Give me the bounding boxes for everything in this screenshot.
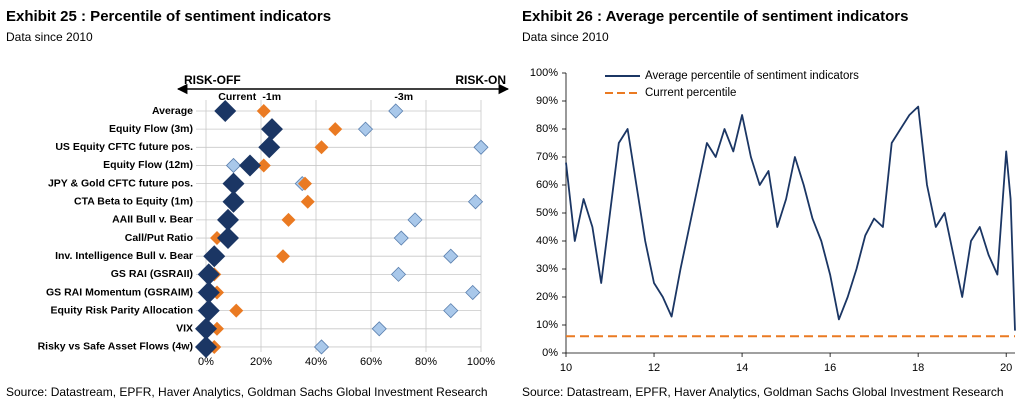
category-label: JPY & Gold CFTC future pos. <box>48 177 193 189</box>
y-tick-label: 20% <box>536 291 558 303</box>
x-tick-label: 12 <box>648 362 660 374</box>
marker <box>203 245 226 268</box>
x-tick-label: 60% <box>360 356 382 368</box>
chart-title: Exhibit 26 : Average percentile of senti… <box>522 8 909 25</box>
marker <box>217 208 239 231</box>
marker <box>300 194 315 209</box>
marker <box>197 299 220 322</box>
marker <box>197 281 220 304</box>
legend-label: -3m <box>394 91 413 103</box>
marker <box>258 136 281 159</box>
y-tick-label: 70% <box>536 151 558 163</box>
marker <box>222 190 245 213</box>
marker <box>195 317 217 340</box>
marker <box>261 118 283 141</box>
y-tick-label: 0% <box>542 347 558 359</box>
category-label: Risky vs Safe Asset Flows (4w) <box>38 341 193 353</box>
marker <box>357 121 374 137</box>
category-label: Call/Put Ratio <box>125 232 193 244</box>
marker <box>222 172 245 195</box>
y-tick-label: 30% <box>536 263 558 275</box>
marker <box>473 139 489 155</box>
marker <box>298 176 312 191</box>
x-tick-label: 20 <box>1000 362 1012 374</box>
marker <box>314 140 329 155</box>
y-tick-label: 40% <box>536 235 558 247</box>
source: Source: Datastream, EPFR, Haver Analytic… <box>522 385 1004 399</box>
legend-label: Current percentile <box>645 87 736 99</box>
marker <box>197 263 220 286</box>
marker <box>328 122 343 137</box>
annotation: RISK-ON <box>455 73 506 87</box>
marker <box>229 303 244 318</box>
x-tick-label: 16 <box>824 362 836 374</box>
marker <box>256 104 271 118</box>
y-tick-label: 80% <box>536 123 558 135</box>
x-tick-label: 100% <box>467 356 495 368</box>
y-tick-label: 10% <box>536 319 558 331</box>
legend-label: Average percentile of sentiment indicato… <box>645 70 859 82</box>
marker <box>195 335 217 358</box>
x-tick-label: 80% <box>415 356 437 368</box>
marker <box>281 212 296 227</box>
marker <box>443 303 459 319</box>
marker <box>443 248 459 264</box>
category-label: AAII Bull v. Bear <box>112 214 193 226</box>
marker <box>371 321 387 337</box>
line <box>565 105 1016 331</box>
marker <box>467 194 484 210</box>
category-label: CTA Beta to Equity (1m) <box>74 196 193 208</box>
category-label: Equity Risk Parity Allocation <box>50 304 193 316</box>
marker <box>225 157 242 174</box>
category-label: GS RAI Momentum (GSRAIM) <box>46 286 193 298</box>
marker <box>239 154 261 177</box>
x-tick-label: 20% <box>250 356 272 368</box>
chart-subtitle: Data since 2010 <box>522 30 609 44</box>
category-label: US Equity CFTC future pos. <box>55 141 193 153</box>
marker <box>217 227 239 250</box>
marker <box>256 158 271 173</box>
x-tick-label: 40% <box>305 356 327 368</box>
y-tick-label: 60% <box>536 179 558 191</box>
y-tick-label: 50% <box>536 207 558 219</box>
legend-label: -1m <box>262 91 281 103</box>
marker <box>465 284 481 301</box>
x-tick-label: 10 <box>560 362 572 374</box>
x-tick-label: 0% <box>198 356 214 368</box>
legend-label: Current <box>218 91 256 103</box>
marker <box>407 212 423 228</box>
x-tick-label: 14 <box>736 362 748 374</box>
x-tick-label: 18 <box>912 362 924 374</box>
y-tick-label: 90% <box>536 95 558 107</box>
chart-subtitle: Data since 2010 <box>6 30 93 44</box>
chart-title: Exhibit 25 : Percentile of sentiment ind… <box>6 8 331 25</box>
category-label: Average <box>152 105 193 117</box>
source: Source: Datastream, EPFR, Haver Analytic… <box>6 385 488 399</box>
category-label: Equity Flow (3m) <box>109 123 193 135</box>
marker <box>393 230 409 246</box>
category-label: Equity Flow (12m) <box>103 159 193 171</box>
category-label: Inv. Intelligence Bull v. Bear <box>55 250 193 262</box>
marker <box>214 100 237 122</box>
marker <box>276 249 290 264</box>
marker <box>313 339 330 355</box>
category-label: VIX <box>176 323 193 335</box>
marker <box>388 103 404 119</box>
y-tick-label: 100% <box>530 67 558 79</box>
annotation: RISK-OFF <box>184 73 241 87</box>
category-label: GS RAI (GSRAII) <box>111 268 193 280</box>
marker <box>390 266 407 282</box>
